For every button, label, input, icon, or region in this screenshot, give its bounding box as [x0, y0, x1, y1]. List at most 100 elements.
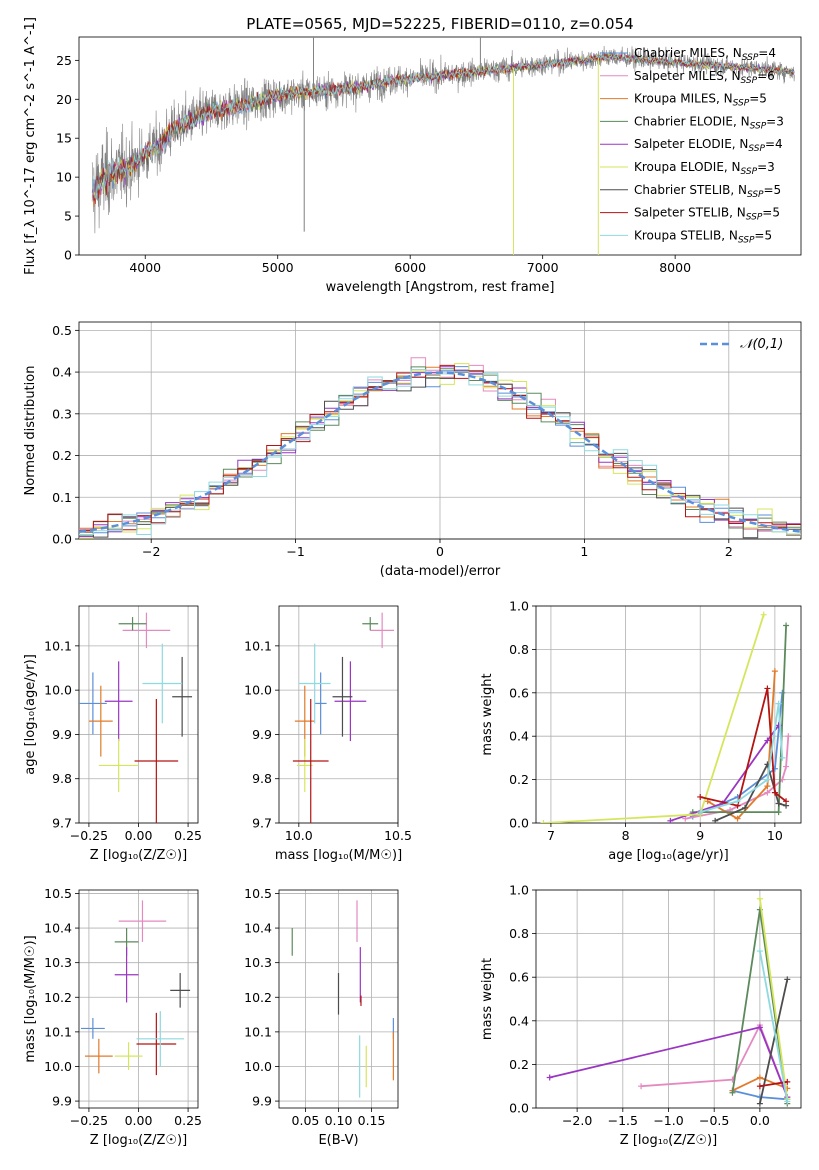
axes-frame	[278, 605, 399, 824]
y-tick-label: 10.0	[44, 1059, 72, 1074]
y-tick-label: 9.7	[252, 816, 272, 831]
mass-weight-marker	[742, 804, 749, 811]
y-tick-label: 10.1	[44, 638, 72, 653]
figure-title: PLATE=0565, MJD=52225, FIBERID=0110, z=0…	[246, 15, 633, 33]
y-tick-label: 0.4	[509, 729, 529, 744]
x-axis-label: mass [log₁₀(M/M☉)]	[275, 848, 402, 863]
mass-weight-marker	[697, 809, 704, 816]
x-tick-label: −2.0	[562, 1113, 592, 1128]
y-tick-label: 9.9	[52, 1094, 72, 1109]
x-tick-label: 8000	[659, 260, 691, 275]
mass-weight-marker	[764, 685, 771, 692]
y-axis-label: Normed distribution	[23, 366, 38, 496]
mass-weight-marker	[775, 700, 782, 707]
y-tick-label: 0	[64, 248, 72, 263]
y-tick-label: 10.0	[244, 683, 272, 698]
x-tick-label: 8	[622, 828, 630, 843]
y-axis-label: Flux [f_λ 10^-17 erg cm^-2 s^-1 A^-1]	[23, 17, 38, 275]
axes-frame	[78, 36, 802, 256]
mass-weight-vs-age-panel: 7 8 9 10 0.0 0.2 0.4 0.6 0.8 1.0 age [log₁₀(age/yr…	[480, 599, 802, 863]
legend-entry: Salpeter STELIB, NSSP=5	[634, 206, 780, 223]
mass-vs-EBV-panel: 0.05 0.10 0.15 9.9 10.0 10.1 10.2 10.3 10.4 10.5 E…	[244, 886, 399, 1148]
spectrum-panel: 4000 5000 6000 7000 8000 0 5 10 15 20 25 wavelength…	[23, 17, 802, 295]
y-axis-label: mass weight	[480, 958, 495, 1040]
age-vs-mass-panel: 10.0 10.5 9.7 9.8 9.9 10.0 10.1 mass [log₁₀(M/M…	[244, 605, 412, 863]
x-tick-label: 1	[580, 544, 588, 559]
y-tick-label: 10.0	[44, 683, 72, 698]
x-axis-label: (data-model)/error	[380, 564, 501, 579]
y-tick-label: 0.6	[509, 970, 529, 985]
mass-weight-marker	[667, 817, 674, 823]
mass-weight-marker	[546, 1074, 553, 1081]
y-tick-label: 10.1	[44, 1024, 72, 1039]
y-tick-label: 0.0	[509, 1101, 529, 1116]
mass-weight-marker	[779, 754, 786, 761]
legend-entry: Kroupa ELODIE, NSSP=3	[634, 160, 775, 177]
age-vs-Z-panel: −0.25 0.00 0.25 9.7 9.8 9.9 10.0 10.1 Z [log₁₀(Z…	[23, 605, 202, 863]
y-tick-label: 25	[56, 53, 72, 68]
x-tick-label: −1	[286, 544, 304, 559]
mass-weight-marker	[760, 611, 767, 618]
y-tick-label: 10.4	[244, 921, 272, 936]
mass-weight-marker	[775, 800, 782, 807]
residual-histogram-step	[79, 370, 801, 539]
mass-weight-marker	[540, 820, 547, 823]
y-tick-label: 9.8	[252, 771, 272, 786]
x-tick-label: −0.25	[70, 1113, 108, 1128]
y-tick-label: 0.2	[509, 772, 529, 787]
histogram-panel: −2 −1 0 1 2 0.0 0.1 0.2 0.3 0.4 0.5 (data-model)/er…	[23, 321, 802, 579]
x-axis-label: Z [log₁₀(Z/Z☉)]	[90, 848, 187, 863]
x-tick-label: 0.25	[174, 1113, 202, 1128]
y-tick-label: 10.5	[44, 886, 72, 901]
residual-histogram-step	[79, 364, 801, 532]
mass-weight-line	[759, 898, 789, 1100]
y-tick-label: 0.4	[52, 365, 72, 380]
x-axis-label: wavelength [Angstrom, rest frame]	[326, 280, 555, 295]
x-axis-label: Z [log₁₀(Z/Z☉)]	[620, 1133, 717, 1148]
panels: 4000 5000 6000 7000 80000510152025wavelength…	[23, 17, 802, 1148]
mass-weight-marker	[638, 1083, 645, 1090]
mass-weight-marker	[764, 789, 771, 796]
y-tick-label: 1.0	[509, 883, 529, 898]
mass-weight-marker	[756, 895, 763, 902]
legend-entry: Kroupa STELIB, NSSP=5	[634, 228, 772, 245]
mass-weight-marker	[697, 793, 704, 800]
y-tick-label: 0.0	[52, 532, 72, 547]
mass-weight-marker	[756, 1083, 763, 1090]
x-axis-label: Z [log₁₀(Z/Z☉)]	[90, 1133, 187, 1148]
x-tick-label: 0.00	[125, 828, 153, 843]
y-tick-label: 0.0	[509, 816, 529, 831]
y-tick-label: 20	[56, 92, 72, 107]
legend-entry: Salpeter MILES, NSSP=6	[634, 69, 775, 86]
mass-weight-marker	[783, 622, 790, 629]
mass-weight-line	[759, 979, 789, 1104]
x-tick-label: −1.0	[653, 1113, 683, 1128]
y-tick-label: 0.2	[509, 1057, 529, 1072]
y-tick-label: 9.9	[252, 727, 272, 742]
legend-entry: Kroupa MILES, NSSP=5	[634, 92, 767, 109]
y-tick-label: 9.7	[52, 816, 72, 831]
y-tick-label: 10.5	[244, 886, 272, 901]
x-tick-label: 0.0	[750, 1113, 770, 1128]
mass-weight-marker	[764, 776, 771, 783]
x-tick-label: −0.25	[70, 828, 108, 843]
mass-weight-marker	[756, 1024, 763, 1031]
mass-weight-marker	[784, 1098, 791, 1105]
y-tick-label: 9.9	[52, 727, 72, 742]
mass-weight-line	[759, 1080, 788, 1088]
x-tick-label: −2	[142, 544, 160, 559]
y-tick-label: 0.8	[509, 642, 529, 657]
y-tick-label: 0.8	[509, 926, 529, 941]
x-tick-label: 7	[547, 828, 555, 843]
legend-entry: Salpeter ELODIE, NSSP=4	[634, 137, 783, 154]
x-tick-label: 2	[725, 544, 733, 559]
x-tick-label: 0.05	[292, 1113, 320, 1128]
y-axis-label: age [log₁₀(age/yr)]	[23, 654, 38, 775]
mass-weight-line	[670, 724, 780, 822]
y-tick-label: 5	[64, 209, 72, 224]
mass-weight-marker	[784, 976, 791, 983]
mass-weight-marker	[734, 815, 741, 822]
mass-weight-marker	[771, 789, 778, 796]
y-tick-label: 0.4	[509, 1013, 529, 1028]
